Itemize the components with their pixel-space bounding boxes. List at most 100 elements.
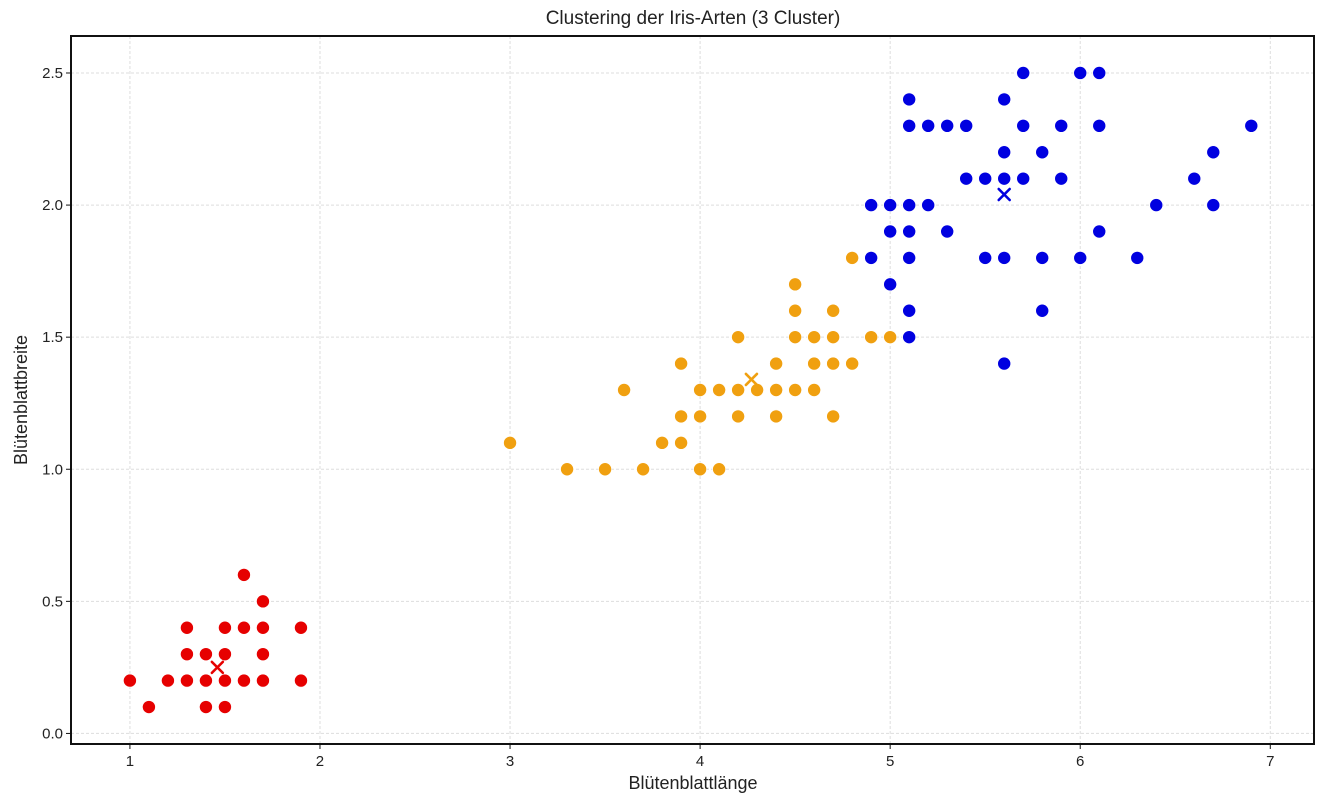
cluster-3-point xyxy=(997,145,1012,160)
cluster-1-point xyxy=(256,594,270,609)
cluster-3-point xyxy=(1206,198,1221,212)
cluster-3-point xyxy=(1016,66,1031,80)
cluster-3-point xyxy=(883,224,897,239)
x-axis-label: Blütenblattlänge xyxy=(628,773,757,793)
cluster-3-point xyxy=(883,198,897,212)
cluster-3-point xyxy=(921,198,935,212)
cluster-3-point xyxy=(1244,119,1259,133)
cluster-1-point xyxy=(294,673,308,688)
cluster-3-centroid-marker xyxy=(997,187,1012,202)
cluster-2-point xyxy=(826,330,840,344)
cluster-1-point xyxy=(123,673,137,688)
cluster-3-point xyxy=(997,171,1012,186)
cluster-3-point xyxy=(940,119,954,133)
cluster-2-point xyxy=(807,330,821,344)
plot-frame xyxy=(70,35,1315,745)
cluster-1-point xyxy=(161,673,175,688)
cluster-2-point xyxy=(598,462,612,477)
y-tick-label: 0.5 xyxy=(42,593,63,610)
y-tick-label: 1.0 xyxy=(42,461,63,478)
cluster-1-point xyxy=(218,673,232,688)
cluster-1-point xyxy=(256,673,270,688)
cluster-1-point xyxy=(180,620,194,635)
cluster-2-point xyxy=(674,436,688,450)
cluster-2-point xyxy=(769,383,783,397)
x-tick-label: 3 xyxy=(506,753,514,770)
cluster-1-point xyxy=(218,700,232,714)
cluster-1-point xyxy=(256,647,270,661)
cluster-3-point xyxy=(1092,66,1107,80)
x-axis-ticks: 1 2 3 4 5 6 7 xyxy=(126,744,1274,770)
cluster-2-point xyxy=(845,356,859,371)
cluster-2-point xyxy=(712,383,726,397)
cluster-2-centroid-marker xyxy=(744,372,759,387)
cluster-2-point xyxy=(788,277,802,292)
cluster-2-point xyxy=(712,462,726,477)
y-tick-label: 1.5 xyxy=(42,329,63,346)
cluster-2-point xyxy=(769,356,783,371)
cluster-2-point xyxy=(560,462,574,477)
cluster-2-point xyxy=(655,436,669,450)
cluster-2-point xyxy=(731,330,745,344)
cluster-3-point xyxy=(1054,171,1069,186)
cluster-1-point xyxy=(142,700,156,714)
cluster-3-point xyxy=(997,251,1012,265)
cluster-3-point xyxy=(902,119,916,133)
cluster-3-point xyxy=(921,119,935,133)
cluster-1-point xyxy=(218,647,232,661)
cluster-1-centroid-marker xyxy=(210,660,225,675)
grid xyxy=(71,36,1314,744)
cluster-2-point xyxy=(503,436,517,450)
cluster-3-point xyxy=(902,303,916,318)
cluster-1-point xyxy=(199,700,213,714)
cluster-2-point xyxy=(788,383,802,397)
cluster-2-point xyxy=(826,356,840,371)
centroids xyxy=(210,187,1012,675)
x-tick-label: 1 xyxy=(126,753,134,770)
cluster-2-point xyxy=(826,303,840,318)
y-tick-label: 0.0 xyxy=(42,725,63,742)
cluster-3-point xyxy=(997,92,1012,107)
y-axis-label: Blütenblattbreite xyxy=(11,335,31,465)
cluster-2-point xyxy=(864,330,878,344)
cluster-3-point xyxy=(1187,171,1202,186)
x-tick-label: 7 xyxy=(1266,753,1274,770)
cluster-3-point xyxy=(902,251,916,265)
cluster-3-point xyxy=(1035,251,1050,265)
x-tick-label: 4 xyxy=(696,753,704,770)
cluster-1-point xyxy=(237,620,251,635)
cluster-3-point xyxy=(959,119,973,133)
cluster-1-point xyxy=(199,673,213,688)
cluster-2-point xyxy=(674,409,688,424)
cluster-3-point xyxy=(883,277,897,292)
cluster-3-point xyxy=(978,251,992,265)
cluster-2-point xyxy=(617,383,631,397)
cluster-1-point xyxy=(199,647,213,661)
cluster-1-point xyxy=(256,620,270,635)
cluster-1-point xyxy=(294,620,308,635)
cluster-2-point xyxy=(807,383,821,397)
cluster-1-point xyxy=(180,647,194,661)
cluster-1-point xyxy=(237,673,251,688)
cluster-3-point xyxy=(1092,119,1107,133)
cluster-2-point xyxy=(788,303,802,318)
y-axis-ticks: 0.0 0.5 1.0 1.5 2.0 2.5 xyxy=(42,65,71,742)
cluster-3-point xyxy=(978,171,992,186)
x-tick-label: 2 xyxy=(316,753,324,770)
cluster-2-point xyxy=(883,330,897,344)
cluster-3-point xyxy=(940,224,954,239)
cluster-2-point xyxy=(788,330,802,344)
cluster-2-point xyxy=(807,356,821,371)
cluster-3-point xyxy=(1206,145,1221,160)
cluster-3-point xyxy=(1016,119,1031,133)
cluster-3-point xyxy=(1073,251,1088,265)
cluster-3-point xyxy=(1035,145,1050,160)
data-points xyxy=(123,66,1259,714)
chart-title: Clustering der Iris-Arten (3 Cluster) xyxy=(546,8,841,29)
cluster-2-point xyxy=(769,409,783,424)
cluster-3-point xyxy=(864,251,878,265)
cluster-3-point xyxy=(902,198,916,212)
cluster-2-point xyxy=(693,383,707,397)
cluster-3-point xyxy=(1130,251,1145,265)
cluster-3-point xyxy=(997,356,1012,371)
